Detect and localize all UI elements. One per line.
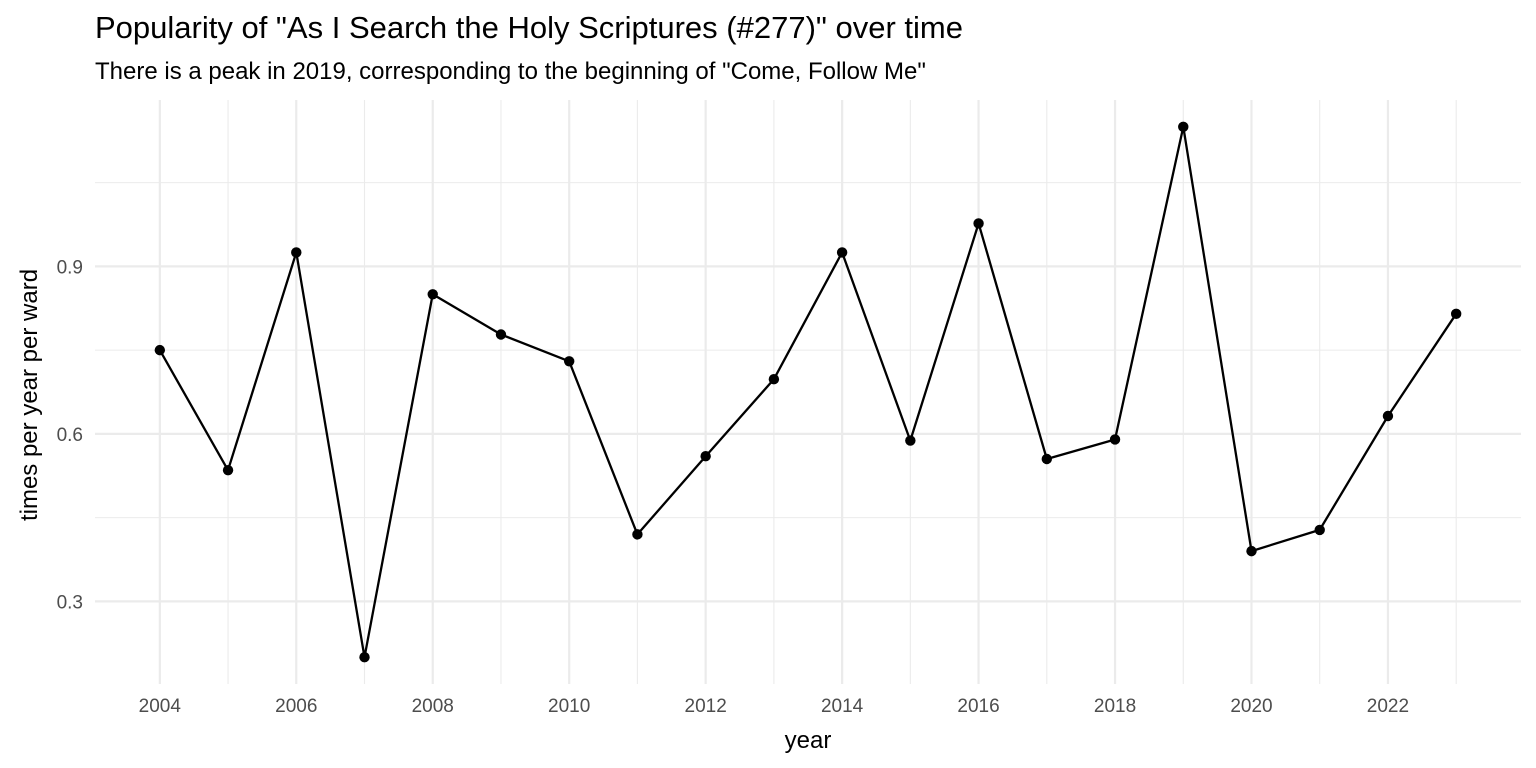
chart-subtitle: There is a peak in 2019, corresponding t…	[95, 58, 926, 85]
data-point	[1246, 545, 1257, 557]
data-point	[1041, 453, 1053, 465]
data-point	[1178, 121, 1189, 132]
x-axis-title: year	[785, 727, 832, 754]
x-tick-label: 2022	[1367, 696, 1409, 717]
x-tick-label: 2010	[548, 696, 590, 717]
data-point	[973, 218, 984, 229]
x-tick-label: 2008	[412, 696, 454, 717]
y-tick-label: 0.9	[57, 257, 83, 278]
data-point	[905, 435, 916, 446]
data-point	[632, 529, 643, 540]
x-tick-label: 2018	[1094, 696, 1136, 717]
x-tick-label: 2020	[1230, 696, 1272, 717]
y-tick-label: 0.3	[57, 592, 83, 613]
data-point	[222, 464, 234, 476]
tick-labels: 0.3 0.6 0.9 2004 2006 2008 2010 2012 2014 2016 201…	[57, 257, 1410, 717]
data-point	[1382, 410, 1394, 422]
data-point	[359, 652, 370, 663]
series-line	[158, 125, 1458, 659]
gridlines	[95, 100, 1521, 684]
data-point	[836, 247, 848, 258]
chart-title: Popularity of "As I Search the Holy Scri…	[95, 10, 963, 45]
data-point	[1109, 434, 1121, 445]
x-tick-label: 2006	[275, 696, 317, 717]
y-axis-title: times per year per ward	[16, 269, 43, 521]
data-point	[427, 289, 438, 300]
data-point	[154, 344, 166, 356]
data-point	[563, 356, 575, 367]
data-point	[495, 329, 507, 340]
x-tick-label: 2014	[821, 696, 864, 717]
x-tick-label: 2016	[957, 696, 999, 717]
y-tick-label: 0.6	[57, 425, 83, 446]
data-point	[291, 247, 302, 258]
data-point	[768, 373, 780, 385]
x-tick-label: 2004	[139, 696, 182, 717]
data-point	[1314, 524, 1325, 536]
data-point	[1450, 308, 1462, 320]
data-series	[154, 121, 1462, 663]
x-tick-label: 2012	[685, 696, 727, 717]
data-point	[700, 451, 711, 462]
